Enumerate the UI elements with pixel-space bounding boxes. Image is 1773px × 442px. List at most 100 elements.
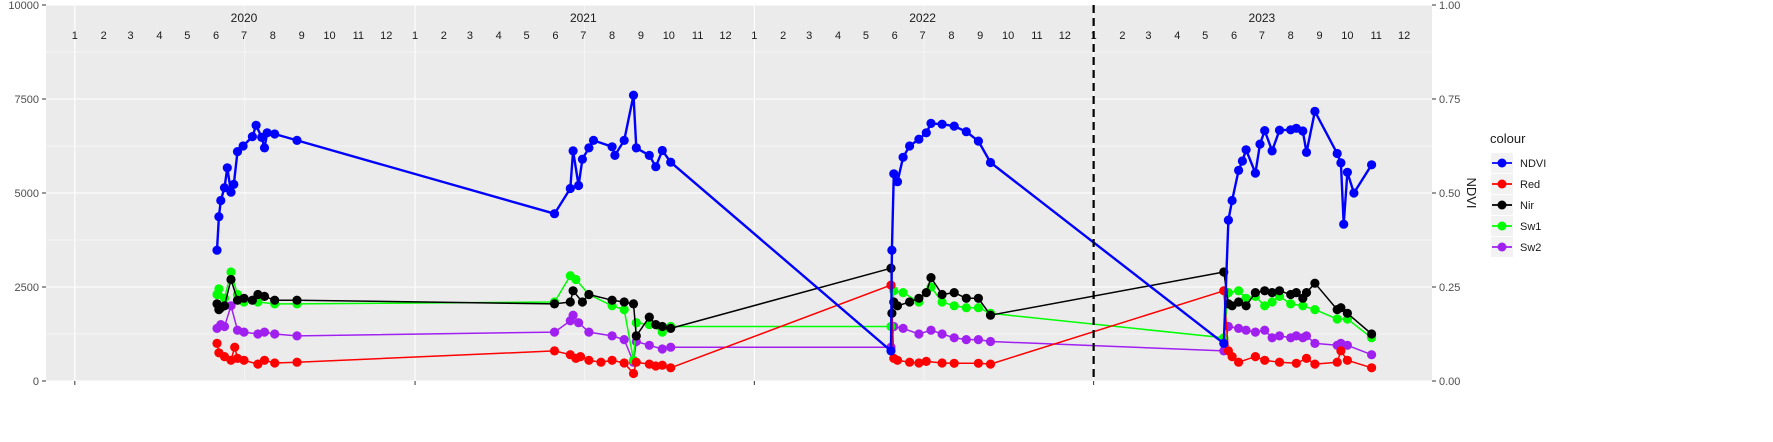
- legend-key-point: [1497, 200, 1507, 210]
- series-point-sw2: [973, 335, 984, 345]
- legend-title: colour: [1490, 131, 1526, 146]
- series-point-sw2: [226, 301, 236, 311]
- month-label: 4: [835, 30, 841, 42]
- series-point-ndvi: [961, 127, 971, 137]
- left-axis-tick-label: 2500: [15, 282, 39, 294]
- legend: colour NDVI Red Nir Sw1 Sw2: [1490, 131, 1546, 257]
- series-point-red: [584, 355, 594, 365]
- series-point-red: [1274, 357, 1285, 367]
- series-point-red: [666, 363, 676, 373]
- month-label: 12: [380, 30, 392, 42]
- series-point-ndvi: [949, 121, 959, 131]
- series-point-red: [1342, 355, 1352, 365]
- series-point-red: [619, 358, 629, 368]
- series-point-nir: [657, 321, 667, 332]
- series-point-ndvi: [666, 157, 676, 167]
- series-point-ndvi: [937, 119, 947, 129]
- series-point-nir: [607, 295, 617, 305]
- series-layer: [212, 90, 1377, 379]
- series-point-sw2: [926, 325, 936, 335]
- series-point-ndvi: [889, 169, 899, 179]
- series-point-nir: [568, 286, 578, 296]
- series-point-red: [239, 355, 249, 365]
- series-point-nir: [619, 297, 629, 307]
- series-point-sw2: [292, 331, 302, 341]
- series-point-sw2: [270, 329, 280, 339]
- year-label: 2023: [1249, 11, 1276, 25]
- right-axis: 0.00 0.25 0.50 0.75 1.00: [1432, 0, 1460, 388]
- year-labels: 2020 2021 2022 2023: [231, 11, 1276, 25]
- month-label: 2: [1119, 30, 1125, 42]
- right-axis-tick-label: 0.25: [1439, 282, 1460, 294]
- left-axis-tick-label: 5000: [15, 188, 39, 200]
- series-point-sw1: [1298, 301, 1308, 311]
- legend-label: Red: [1520, 179, 1540, 191]
- series-point-ndvi: [1336, 158, 1346, 168]
- series-point-red: [1260, 355, 1270, 365]
- month-label: 10: [1002, 30, 1014, 42]
- series-point-nir: [914, 293, 924, 303]
- series-point-sw2: [949, 333, 959, 343]
- series-point-nir: [1310, 278, 1320, 288]
- series-point-ndvi: [1234, 165, 1244, 175]
- series-point-nir: [226, 274, 236, 285]
- month-labels: 1 2 3 4 5 6 7 8 9 10 11 12 1 2 3 4 5 6 7 8 9 10 11 12 1 2 3 4 5 6 7 8 9 1…: [72, 30, 1410, 42]
- month-label: 7: [241, 30, 247, 42]
- left-axis-tick-label: 10000: [8, 0, 39, 12]
- series-point-nir: [961, 293, 971, 303]
- series-point-nir: [549, 299, 560, 309]
- month-label: 12: [719, 30, 731, 42]
- series-point-nir: [1301, 288, 1312, 298]
- series-point-nir: [1274, 286, 1285, 296]
- series-point-nir: [985, 310, 996, 320]
- month-label: 9: [299, 30, 305, 42]
- series-point-sw2: [1234, 323, 1244, 333]
- series-point-ndvi: [577, 154, 588, 164]
- series-point-ndvi: [1332, 148, 1342, 159]
- series-point-ndvi: [212, 245, 222, 255]
- month-label: 9: [977, 30, 983, 42]
- series-point-nir: [666, 323, 676, 333]
- series-point-ndvi: [1219, 338, 1229, 348]
- month-label: 9: [638, 30, 644, 42]
- series-point-sw1: [619, 305, 629, 315]
- series-point-sw2: [1301, 331, 1312, 341]
- series-point-sw2: [985, 336, 996, 347]
- series-point-ndvi: [886, 346, 896, 356]
- series-point-ndvi: [1241, 145, 1251, 155]
- series-point-nir: [628, 299, 639, 309]
- series-point-nir: [644, 312, 654, 322]
- series-point-ndvi: [610, 150, 620, 160]
- series-point-nir: [631, 331, 641, 341]
- series-point-ndvi: [1339, 219, 1349, 229]
- series-point-red: [1234, 357, 1244, 367]
- series-point-sw2: [1342, 340, 1352, 350]
- series-point-red: [1227, 352, 1237, 362]
- series-point-ndvi: [914, 134, 924, 144]
- series-point-sw2: [898, 323, 908, 333]
- series-nir: [212, 263, 1377, 341]
- series-point-ndvi: [644, 150, 654, 160]
- series-point-sw1: [937, 297, 947, 307]
- series-point-red: [985, 359, 996, 369]
- right-axis-tick-label: 0.00: [1439, 376, 1460, 388]
- series-point-ndvi: [892, 177, 903, 187]
- series-point-red: [949, 358, 959, 368]
- series-point-ndvi: [584, 143, 594, 153]
- month-label: 10: [663, 30, 675, 42]
- series-point-red: [937, 358, 947, 368]
- series-point-red: [1291, 358, 1301, 368]
- series-point-sw1: [1234, 286, 1244, 296]
- series-point-ndvi: [1274, 125, 1285, 135]
- series-point-nir: [949, 288, 959, 298]
- series-point-sw1: [1332, 314, 1342, 324]
- series-point-ndvi: [1310, 106, 1320, 116]
- series-point-nir: [973, 293, 984, 303]
- series-point-nir: [247, 295, 257, 305]
- series-point-red: [212, 338, 222, 348]
- legend-item-ndvi: NDVI: [1491, 153, 1546, 173]
- series-point-ndvi: [1237, 156, 1247, 166]
- series-point-ndvi: [549, 209, 560, 219]
- month-label: 7: [580, 30, 586, 42]
